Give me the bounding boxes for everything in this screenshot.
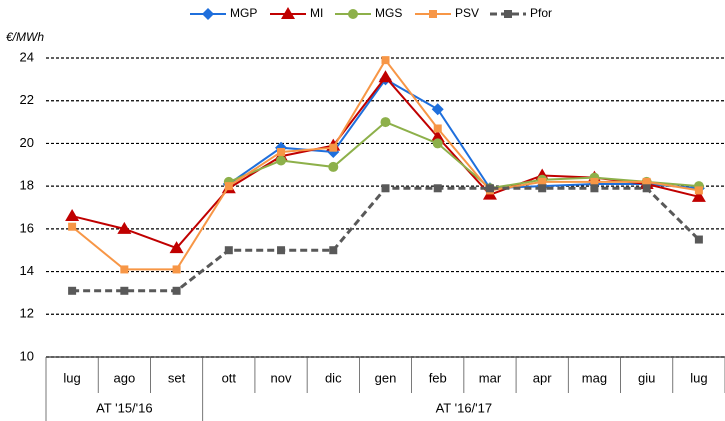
marker: [433, 124, 442, 133]
marker: [538, 177, 547, 186]
y-tick-label: 10: [20, 348, 34, 363]
series-line: [72, 186, 700, 293]
marker: [281, 7, 295, 19]
marker: [68, 222, 77, 231]
marker: [590, 184, 599, 193]
marker: [378, 70, 393, 83]
series-line: [71, 75, 700, 250]
legend-label: MI: [310, 6, 323, 20]
legend-item: PSV: [415, 6, 479, 20]
marker: [380, 117, 391, 128]
legend-label: MGP: [230, 6, 257, 20]
marker: [691, 189, 706, 202]
x-tick-label: feb: [429, 370, 447, 385]
y-tick-label: 24: [20, 49, 34, 64]
marker: [348, 9, 358, 19]
x-tick-label: gen: [375, 370, 397, 385]
marker: [642, 177, 651, 186]
marker: [694, 235, 703, 244]
x-tick-label: mag: [582, 370, 607, 385]
marker: [224, 182, 233, 191]
marker: [117, 221, 132, 234]
marker: [329, 246, 338, 255]
legend-item: Pfor: [490, 6, 552, 20]
marker: [590, 177, 599, 186]
marker: [538, 184, 547, 193]
marker: [169, 241, 184, 254]
marker: [277, 147, 286, 156]
x-tick-label: dic: [325, 370, 342, 385]
series-line: [71, 58, 700, 271]
y-tick-label: 22: [20, 92, 34, 107]
marker: [277, 246, 286, 255]
marker: [694, 186, 703, 195]
group-label: AT '16/'17: [436, 400, 493, 415]
x-tick-label: apr: [533, 370, 552, 385]
marker: [276, 155, 287, 166]
x-tick-label: giu: [638, 370, 655, 385]
legend-item: MGP: [190, 6, 257, 20]
x-tick-label: nov: [271, 370, 292, 385]
y-tick-label: 14: [20, 263, 34, 278]
group-label: AT '15/'16: [96, 400, 153, 415]
marker: [120, 286, 129, 295]
x-tick-label: lug: [690, 370, 707, 385]
marker: [433, 184, 442, 193]
marker: [224, 246, 233, 255]
marker: [642, 184, 651, 193]
x-tick-label: mar: [479, 370, 502, 385]
marker: [432, 138, 443, 149]
marker: [381, 184, 390, 193]
marker: [202, 8, 214, 20]
marker: [429, 10, 437, 18]
legend-label: PSV: [455, 6, 479, 20]
marker: [485, 184, 494, 193]
legend-label: MGS: [375, 6, 402, 20]
legend-item: MI: [270, 6, 323, 20]
y-tick-label: 16: [20, 220, 34, 235]
x-tick-label: set: [168, 370, 186, 385]
legend-label: Pfor: [530, 6, 552, 20]
marker: [329, 143, 338, 152]
marker: [431, 103, 444, 116]
marker: [504, 10, 512, 18]
y-tick-label: 12: [20, 306, 34, 321]
y-tick-label: 18: [20, 178, 34, 193]
x-tick-label: lug: [63, 370, 80, 385]
marker: [65, 209, 80, 222]
series-line: [228, 78, 699, 190]
x-tick-label: ott: [222, 370, 237, 385]
legend-item: MGS: [335, 6, 402, 20]
y-tick-label: 20: [20, 135, 34, 150]
marker: [430, 130, 445, 143]
marker: [172, 286, 181, 295]
marker: [68, 286, 77, 295]
x-tick-label: ago: [113, 370, 135, 385]
y-unit: €/MWh: [6, 30, 44, 44]
marker: [328, 161, 339, 172]
series-line: [228, 120, 699, 190]
marker: [381, 56, 390, 65]
marker: [120, 265, 129, 274]
marker: [172, 265, 181, 274]
